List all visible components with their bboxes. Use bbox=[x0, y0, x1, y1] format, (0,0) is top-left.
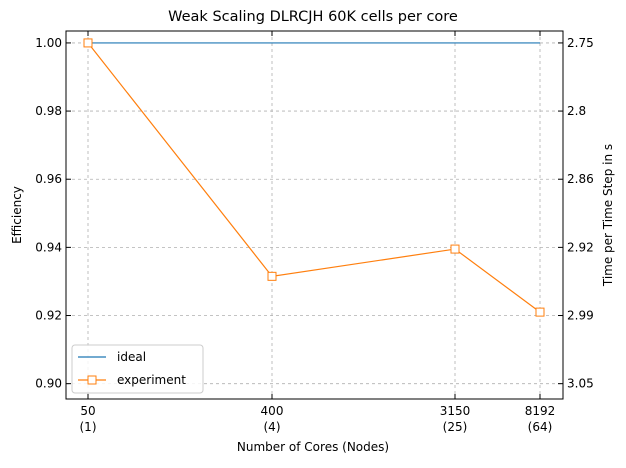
x-tick-label-nodes: (1) bbox=[80, 420, 97, 434]
data-point-experiment bbox=[83, 38, 93, 48]
y2-tick-label: 2.92 bbox=[567, 240, 594, 254]
x-tick-label: 50 bbox=[80, 404, 95, 418]
y-tick-label: 0.92 bbox=[35, 309, 62, 323]
y2-tick-label: 2.8 bbox=[567, 104, 586, 118]
data-point-experiment bbox=[535, 307, 545, 317]
y-tick-label: 0.90 bbox=[35, 377, 62, 391]
y2-tick-label: 3.05 bbox=[567, 377, 594, 391]
y-axis-left: 0.90 0.92 0.94 0.96 0.98 1.00 bbox=[35, 36, 71, 391]
y-tick-label: 1.00 bbox=[35, 36, 62, 50]
series-line-experiment bbox=[87, 42, 541, 313]
legend-label-ideal: ideal bbox=[117, 350, 146, 364]
legend-label-experiment: experiment bbox=[117, 373, 186, 387]
plot-area-frame bbox=[65, 30, 564, 400]
x-tick-label: 400 bbox=[261, 404, 284, 418]
x-tick-label-nodes: (4) bbox=[264, 420, 281, 434]
series-group bbox=[83, 38, 545, 317]
chart-title: Weak Scaling DLRCJH 60K cells per core bbox=[168, 9, 458, 25]
y-axis-label: Efficiency bbox=[10, 186, 24, 244]
y2-tick-label: 2.99 bbox=[567, 309, 594, 323]
data-point-experiment bbox=[450, 244, 460, 254]
x-axis: 50 (1) 400 (4) 3150 (25) 8192 (64) bbox=[80, 31, 556, 434]
y-tick-label: 0.96 bbox=[35, 172, 62, 186]
legend: ideal experiment bbox=[71, 344, 204, 394]
y-tick-label: 0.98 bbox=[35, 104, 62, 118]
y-axis-right: 3.05 2.99 2.92 2.86 2.8 2.75 bbox=[558, 36, 594, 391]
y2-tick-label: 2.75 bbox=[567, 36, 594, 50]
y2-axis-label: Time per Time Step in s bbox=[601, 144, 615, 287]
x-tick-label: 8192 bbox=[525, 404, 556, 418]
grid bbox=[66, 31, 563, 399]
y-tick-label: 0.94 bbox=[35, 240, 62, 254]
x-tick-label: 3150 bbox=[440, 404, 471, 418]
x-axis-label: Number of Cores (Nodes) bbox=[237, 440, 389, 454]
x-tick-label-nodes: (64) bbox=[528, 420, 553, 434]
legend-marker-experiment bbox=[87, 375, 97, 385]
x-tick-label-nodes: (25) bbox=[443, 420, 468, 434]
data-point-experiment bbox=[267, 271, 277, 281]
y2-tick-label: 2.86 bbox=[567, 172, 594, 186]
